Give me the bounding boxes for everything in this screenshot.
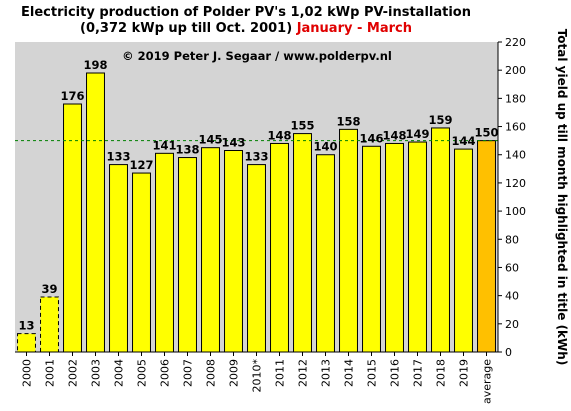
bar-2014: [339, 128, 358, 353]
x-tick-label-2002: 2002: [67, 359, 80, 387]
x-tick-label-2018: 2018: [435, 359, 448, 387]
data-label-group: 1339176198133127141138145143133148155140…: [18, 58, 498, 333]
bar-2004: [109, 164, 128, 353]
x-tick-label-2006: 2006: [159, 359, 172, 387]
x-tick-label-2007: 2007: [182, 359, 195, 387]
x-tick-label-2012: 2012: [297, 359, 310, 387]
bar-2006: [155, 152, 174, 353]
data-label-2005: 127: [129, 158, 153, 172]
data-label-2009: 143: [221, 136, 245, 150]
bar-2008: [201, 147, 220, 353]
data-label-2007: 138: [175, 143, 199, 157]
x-tick-label-2004: 2004: [113, 359, 126, 387]
x-tick-label-2017: 2017: [412, 359, 425, 387]
chart-title-line2-black: (0,372 kWp up till Oct. 2001): [80, 21, 297, 36]
x-tick-label-2011: 2011: [274, 359, 287, 387]
y-tick-group: 0 20 40 60 80 100 120 140 160 180 200 220: [498, 36, 526, 359]
bar-2011: [270, 142, 289, 353]
data-label-2001: 39: [41, 282, 57, 296]
data-label-2002: 176: [60, 89, 84, 103]
data-label-2015: 146: [359, 131, 383, 145]
y-tick-label-140: 140: [505, 149, 526, 162]
bar-2013: [316, 154, 335, 353]
y-axis-label: Total yield up till month highlighted in…: [555, 29, 569, 366]
x-tick-label-2001: 2001: [44, 359, 57, 387]
bar-2015: [362, 145, 381, 353]
data-label-2006: 141: [152, 138, 176, 152]
chart-title-line2: (0,372 kWp up till Oct. 2001) January - …: [80, 21, 412, 36]
x-tick-label-2009: 2009: [228, 359, 241, 387]
bar-average: [477, 140, 496, 353]
y-tick-label-120: 120: [505, 177, 526, 190]
bar-2003: [86, 72, 105, 353]
x-tick-label-2000: 2000: [21, 359, 34, 387]
x-tick-label-2019: 2019: [458, 359, 471, 387]
bar-2005: [132, 172, 151, 353]
y-tick-label-160: 160: [505, 121, 526, 134]
x-tick-label-2003: 2003: [90, 359, 103, 387]
bar-2016: [385, 142, 404, 353]
x-tick-label-2015: 2015: [366, 359, 379, 387]
data-label-2011: 148: [267, 128, 291, 142]
data-label-2018: 159: [428, 113, 452, 127]
x-tick-label-2013: 2013: [320, 359, 333, 387]
y-tick-label-0: 0: [505, 346, 512, 359]
x-tick-label-2005: 2005: [136, 359, 149, 387]
data-label-2000: 13: [18, 319, 34, 333]
bar-2000: [17, 333, 36, 353]
data-label-average: 150: [474, 126, 498, 140]
y-tick-label-200: 200: [505, 64, 526, 77]
bar-2002: [63, 103, 82, 353]
data-label-2019: 144: [451, 134, 475, 148]
y-tick-label-100: 100: [505, 205, 526, 218]
x-tick-group: 2000 2001 2002 2003 2004 2005 2006 2007 2008 2009…: [21, 352, 494, 404]
data-label-2003: 198: [83, 58, 107, 72]
y-tick-label-20: 20: [505, 318, 519, 331]
data-label-2016: 148: [382, 128, 406, 142]
x-tick-label-2010*: 2010*: [251, 359, 264, 393]
data-label-2008: 145: [198, 133, 222, 147]
x-tick-label-average: average: [481, 359, 494, 404]
chart-title-line2-red: January - March: [296, 21, 412, 36]
y-tick-label-80: 80: [505, 233, 519, 246]
data-label-2010*: 133: [244, 150, 268, 164]
bar-2007: [178, 157, 197, 353]
bar-2019: [454, 148, 473, 353]
data-label-2004: 133: [106, 150, 130, 164]
chart-title-line1: Electricity production of Polder PV's 1,…: [21, 5, 471, 20]
x-tick-label-2016: 2016: [389, 359, 402, 387]
data-label-2012: 155: [290, 119, 314, 133]
data-label-2013: 140: [313, 140, 337, 154]
y-tick-label-60: 60: [505, 261, 519, 274]
y-tick-label-40: 40: [505, 290, 519, 303]
copyright-notice: © 2019 Peter J. Segaar / www.polderpv.nl: [122, 49, 392, 63]
data-label-2017: 149: [405, 127, 429, 141]
bar-2010*: [247, 164, 266, 353]
bar-2001: [40, 296, 59, 353]
y-tick-label-220: 220: [505, 36, 526, 49]
bar-2017: [408, 141, 427, 353]
bar-2012: [293, 133, 312, 353]
bar-2009: [224, 150, 243, 353]
bar-2018: [431, 127, 450, 353]
data-label-2014: 158: [336, 114, 360, 128]
x-tick-label-2014: 2014: [343, 359, 356, 387]
x-tick-label-2008: 2008: [205, 359, 218, 387]
y-tick-label-180: 180: [505, 92, 526, 105]
